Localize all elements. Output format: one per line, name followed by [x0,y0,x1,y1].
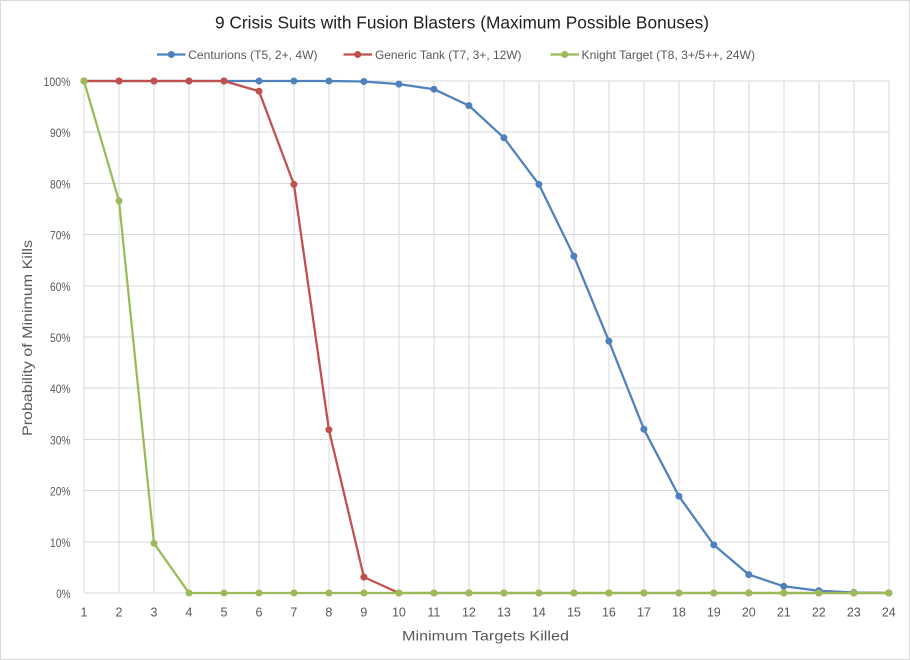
svg-text:21: 21 [777,605,791,619]
svg-text:23: 23 [847,605,861,619]
svg-text:11: 11 [427,605,440,619]
svg-text:9 Crisis Suits with Fusion Bla: 9 Crisis Suits with Fusion Blasters (Max… [215,12,709,32]
svg-text:13: 13 [497,605,511,619]
svg-text:90%: 90% [50,126,71,140]
svg-text:6: 6 [256,605,263,619]
svg-text:9: 9 [360,605,367,619]
svg-text:20%: 20% [50,485,71,499]
svg-text:16: 16 [602,605,616,619]
svg-text:8: 8 [325,605,332,619]
svg-text:15: 15 [567,605,581,619]
svg-text:5: 5 [221,605,228,619]
svg-text:80%: 80% [50,177,71,191]
svg-text:17: 17 [637,605,651,619]
svg-text:2: 2 [116,605,123,619]
svg-text:Generic Tank (T7, 3+, 12W): Generic Tank (T7, 3+, 12W) [375,48,522,62]
svg-text:7: 7 [290,605,297,619]
svg-text:4: 4 [186,605,193,619]
svg-text:18: 18 [672,605,686,619]
svg-text:70%: 70% [50,229,71,243]
svg-text:14: 14 [532,605,546,619]
svg-text:50%: 50% [50,331,71,345]
svg-text:Probability of Minimum Kills: Probability of Minimum Kills [19,240,35,436]
svg-text:0%: 0% [56,587,70,601]
svg-text:30%: 30% [50,433,71,447]
svg-text:Centurions (T5, 2+, 4W): Centurions (T5, 2+, 4W) [188,48,317,62]
svg-text:22: 22 [812,605,826,619]
svg-text:60%: 60% [50,280,71,294]
svg-text:19: 19 [707,605,721,619]
svg-text:3: 3 [151,605,158,619]
svg-text:Knight Target (T8, 3+/5++, 24W: Knight Target (T8, 3+/5++, 24W) [582,48,756,62]
svg-text:10%: 10% [50,536,71,550]
svg-text:24: 24 [882,605,896,619]
svg-text:12: 12 [462,605,476,619]
svg-text:40%: 40% [50,382,71,396]
svg-text:10: 10 [392,605,406,619]
svg-text:100%: 100% [44,75,71,89]
svg-text:Minimum Targets Killed: Minimum Targets Killed [402,627,569,643]
svg-text:1: 1 [81,605,88,619]
svg-text:20: 20 [742,605,756,619]
